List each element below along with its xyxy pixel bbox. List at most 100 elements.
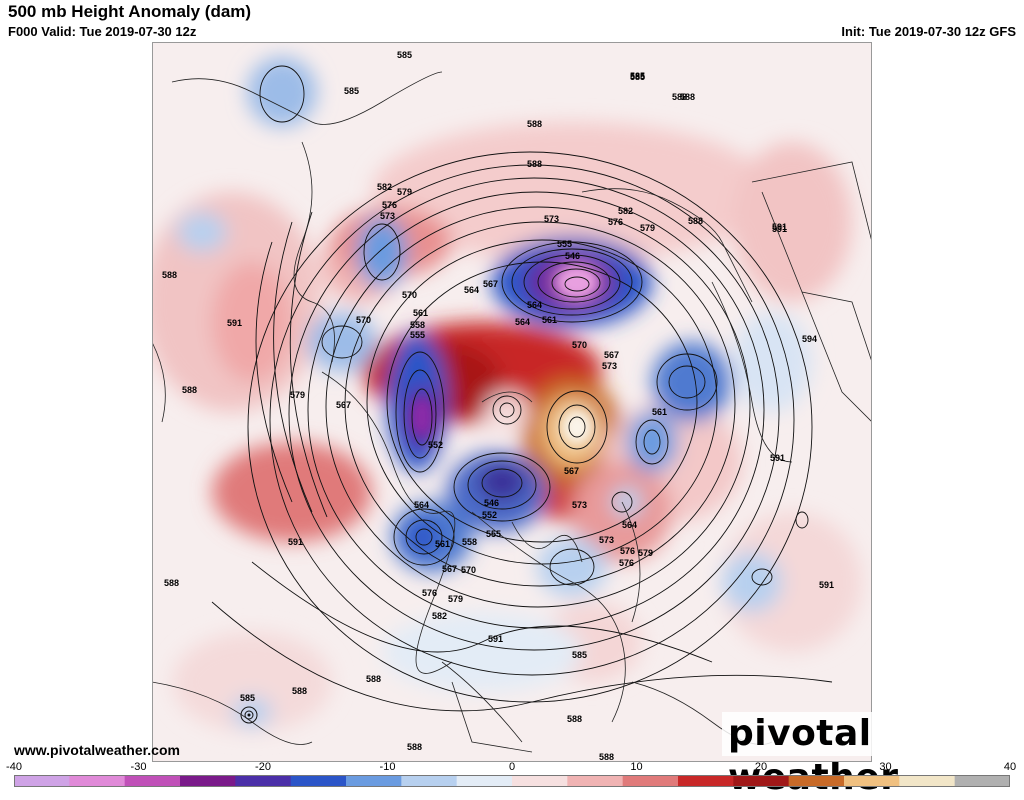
colorbar-segment bbox=[401, 775, 458, 787]
colorbar-segment bbox=[733, 775, 790, 787]
contour-label: 588 bbox=[527, 119, 542, 129]
contour-label: 561 bbox=[542, 315, 557, 325]
colorbar-segment bbox=[844, 775, 900, 787]
colorbar-tick-label: 10 bbox=[630, 761, 643, 773]
contour-label: 591 bbox=[819, 580, 834, 590]
contour-label: 579 bbox=[448, 594, 463, 604]
contour-label: 585 bbox=[630, 71, 645, 81]
contour-label: 588 bbox=[366, 674, 381, 684]
contour-label: 546 bbox=[484, 498, 499, 508]
contour-label: 594 bbox=[802, 334, 817, 344]
contour-label: 570 bbox=[402, 290, 417, 300]
contour-label: 588 bbox=[688, 216, 703, 226]
contour-label: 591 bbox=[227, 318, 242, 328]
contour-label: 558 bbox=[410, 320, 425, 330]
contour-label: 576 bbox=[608, 217, 623, 227]
contour-label: 588 bbox=[407, 742, 422, 752]
contour-label: 576 bbox=[382, 200, 397, 210]
contour-label: 579 bbox=[638, 548, 653, 558]
contour-label: 570 bbox=[461, 565, 476, 575]
contour-label: 582 bbox=[377, 182, 392, 192]
contour-label: 564 bbox=[622, 520, 637, 530]
colorbar-tick-label: 20 bbox=[754, 761, 768, 773]
contour-label: 588 bbox=[292, 686, 307, 696]
contour-label: 579 bbox=[640, 223, 655, 233]
colorbar-segment bbox=[14, 775, 70, 787]
contour-label: 588 bbox=[567, 714, 582, 724]
colorbar-segment bbox=[788, 775, 845, 787]
colorbar-segment bbox=[622, 775, 679, 787]
contour-label: 555 bbox=[410, 330, 425, 340]
height-contours bbox=[211, 65, 833, 712]
contour-label: 588 bbox=[672, 92, 687, 102]
colorbar-tick-label: 40 bbox=[1003, 761, 1017, 773]
contour-label: 588 bbox=[164, 578, 179, 588]
contour-label: 570 bbox=[572, 340, 587, 350]
contour-label: 567 bbox=[604, 350, 619, 360]
contour-label: 582 bbox=[618, 206, 633, 216]
contour-label: 585 bbox=[572, 650, 587, 660]
contour-label: 552 bbox=[428, 440, 443, 450]
contour-label: 591 bbox=[488, 634, 503, 644]
colorbar-segment bbox=[290, 775, 347, 787]
contour-label: 573 bbox=[572, 500, 587, 510]
colorbar-tick-label: 0 bbox=[508, 761, 516, 773]
contour-label: 555 bbox=[557, 239, 572, 249]
contour-label: 585 bbox=[397, 50, 412, 60]
contour-label: 585 bbox=[630, 72, 645, 82]
contour-label: 546 bbox=[565, 251, 580, 261]
contour-label: 552 bbox=[482, 510, 497, 520]
height-anomaly-map: 585 585 585 588 588 588 582 579 576 573 … bbox=[152, 42, 872, 762]
contour-label: 579 bbox=[397, 187, 412, 197]
contour-label: 585 bbox=[344, 86, 359, 96]
map-title: 500 mb Height Anomaly (dam) bbox=[8, 2, 252, 21]
contour-label: 588 bbox=[527, 159, 542, 169]
colorbar-segment bbox=[678, 775, 734, 787]
anomaly-field bbox=[152, 57, 862, 732]
colorbar-segment bbox=[180, 775, 236, 787]
contour-label: 588 bbox=[680, 92, 695, 102]
contour-label: 585 bbox=[240, 693, 255, 703]
colorbar-tick-label: 30 bbox=[879, 761, 892, 773]
colorbar-segment bbox=[69, 775, 126, 787]
colorbar-tick-label: -30 bbox=[130, 761, 147, 773]
contour-label: 564 bbox=[464, 285, 479, 295]
map-border bbox=[152, 42, 872, 762]
contour-label-group: 585 585 585 588 588 588 582 579 576 573 … bbox=[162, 50, 834, 762]
contour-label: 588 bbox=[182, 385, 197, 395]
colorbar-border bbox=[14, 775, 1010, 787]
contour-label: 573 bbox=[380, 211, 395, 221]
contour-label: 591 bbox=[770, 453, 785, 463]
contour-label: 561 bbox=[652, 407, 667, 417]
colorbar-tick-label: -10 bbox=[379, 761, 396, 773]
valid-time: F000 Valid: Tue 2019-07-30 12z bbox=[8, 24, 197, 39]
contour-label: 591 bbox=[288, 537, 303, 547]
colorbar-segment bbox=[456, 775, 513, 787]
contour-label: 579 bbox=[290, 390, 305, 400]
contour-label: 576 bbox=[619, 558, 634, 568]
colorbar-segment bbox=[512, 775, 568, 787]
colorbar-tick-label: -40 bbox=[6, 761, 22, 773]
contour-label: 591 bbox=[772, 222, 787, 232]
contour-label: 582 bbox=[432, 611, 447, 621]
contour-label: 588 bbox=[162, 270, 177, 280]
contour-label: 570 bbox=[356, 315, 371, 325]
colorbar bbox=[14, 775, 1010, 787]
colorbar-tick-label: -20 bbox=[255, 761, 271, 773]
contour-label: 567 bbox=[483, 279, 498, 289]
contour-label: 561 bbox=[435, 539, 450, 549]
contour-label: 576 bbox=[620, 546, 635, 556]
init-time: Init: Tue 2019-07-30 12z GFS bbox=[841, 24, 1016, 39]
contour-label: 564 bbox=[414, 500, 429, 510]
map-header: 500 mb Height Anomaly (dam) F000 Valid: … bbox=[0, 0, 1024, 42]
contour-label: 573 bbox=[602, 361, 617, 371]
colorbar-segment bbox=[567, 775, 624, 787]
contour-label: 564 bbox=[527, 300, 542, 310]
pivotal-weather-logo: pivotal weather bbox=[722, 712, 1024, 798]
contour-label: 591 bbox=[772, 224, 787, 234]
colorbar-segment bbox=[954, 775, 1010, 787]
contour-label: 567 bbox=[336, 400, 351, 410]
colorbar-segment bbox=[235, 775, 292, 787]
contour-label: 564 bbox=[515, 317, 530, 327]
contour-label: 567 bbox=[564, 466, 579, 476]
